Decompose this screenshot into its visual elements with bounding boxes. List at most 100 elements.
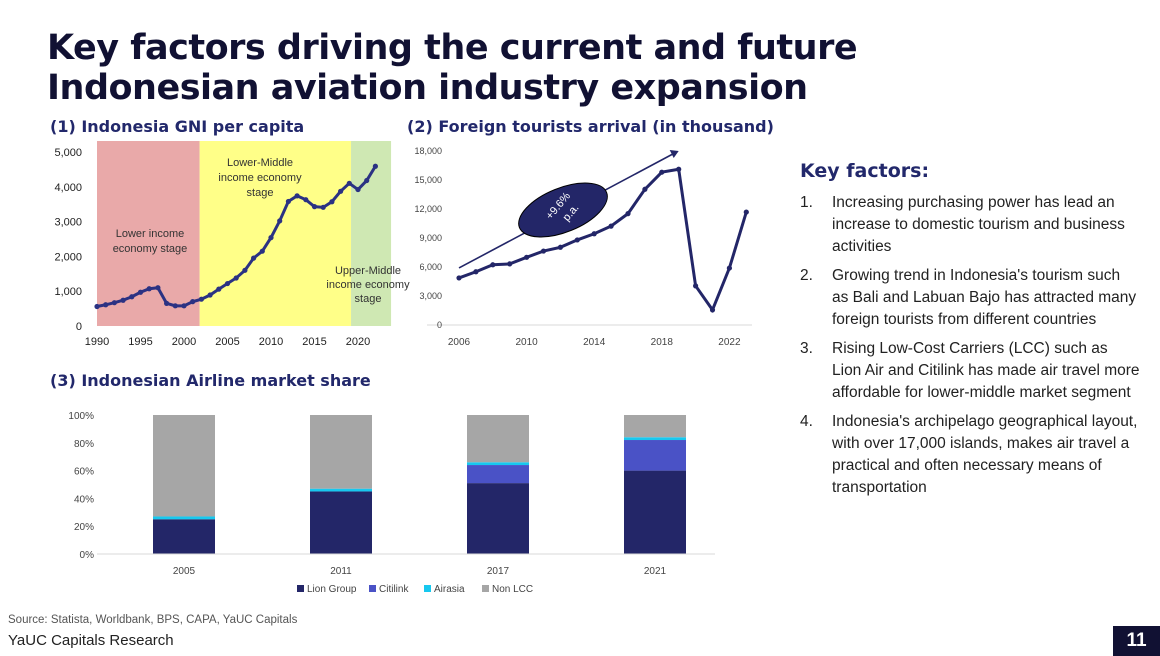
bar-segment-non-lcc [624, 415, 686, 438]
gni-point [155, 285, 161, 291]
band-label: Upper-Middle [335, 265, 401, 277]
bar-segment-citilink [624, 440, 686, 471]
gni-point [137, 289, 144, 295]
y-tick-label: 100% [68, 411, 94, 422]
bar-segment-non-lcc [467, 415, 529, 463]
x-tick-label: 2022 [718, 337, 741, 348]
gni-point [320, 204, 326, 210]
item-text: Growing trend in Indonesia's tourism suc… [832, 267, 1137, 328]
y-tick-label: 80% [74, 439, 94, 450]
x-tick-label: 2000 [172, 336, 196, 348]
y-tick-label: 15,000 [414, 175, 442, 185]
bar-segment-citilink [467, 465, 529, 484]
tourist-point [540, 248, 547, 254]
item-number: 3. [800, 340, 813, 357]
y-tick-label: 60% [74, 467, 94, 478]
bar-segment-airasia [467, 462, 529, 466]
stage-band [199, 141, 352, 326]
y-tick-label: 0 [437, 320, 442, 330]
key-factors-list: 1. Increasing purchasing power has lead a… [800, 192, 1140, 499]
item-text: Increasing purchasing power has lead an … [832, 194, 1125, 255]
legend-swatch [369, 585, 376, 592]
bar-segment-lion-group [310, 491, 372, 554]
y-tick-label: 9,000 [419, 233, 442, 243]
y-tick-label: 4,000 [54, 182, 82, 194]
item-number: 2. [800, 267, 813, 284]
gni-point [146, 286, 152, 292]
tourist-point [574, 237, 580, 243]
y-tick-label: 40% [74, 494, 94, 505]
gni-point [294, 193, 300, 199]
chart1-title: (1) Indonesia GNI per capita [50, 117, 305, 136]
gni-point [198, 296, 204, 302]
legend-swatch [424, 585, 431, 592]
y-tick-label: 0 [76, 321, 82, 333]
y-tick-label: 0% [80, 550, 95, 561]
tourist-point [642, 186, 648, 192]
x-tick-label: 1995 [128, 336, 152, 348]
gni-point [338, 188, 344, 194]
trend-arrowhead [669, 150, 679, 158]
bar-segment-lion-group [153, 519, 215, 554]
y-tick-label: 12,000 [414, 204, 442, 214]
gni-point [372, 163, 378, 169]
gni-point [268, 235, 274, 241]
tourist-point [709, 307, 716, 313]
x-tick-label: 2014 [583, 337, 606, 348]
band-label: Lower-Middle [227, 157, 293, 169]
x-tick-label: 2005 [215, 336, 239, 348]
gni-point [164, 300, 170, 306]
x-tick-label: 2010 [259, 336, 283, 348]
slide-title: Key factors driving the current and futu… [47, 28, 858, 108]
tourist-point [591, 231, 597, 237]
tourist-point [608, 223, 614, 229]
x-tick-label: 2021 [644, 566, 667, 577]
band-label: income economy [218, 172, 302, 184]
band-label: income economy [326, 279, 410, 291]
gni-point [329, 199, 335, 205]
bar-segment-non-lcc [153, 415, 215, 517]
gni-point [207, 292, 213, 298]
bar-segment-lion-group [467, 483, 529, 554]
item-number: 1. [800, 194, 813, 211]
y-tick-label: 3,000 [419, 291, 442, 301]
gni-point [303, 197, 309, 203]
tourist-point [693, 283, 699, 289]
gni-point [103, 302, 109, 308]
bar-segment-non-lcc [310, 415, 372, 489]
chart2-title: (2) Foreign tourists arrival (in thousan… [407, 117, 774, 136]
gni-point [94, 303, 100, 310]
gni-point [172, 303, 178, 309]
gni-point [120, 297, 126, 303]
key-factor-item: 3. Rising Low-Cost Carriers (LCC) such as… [800, 338, 1140, 404]
y-tick-label: 1,000 [54, 286, 82, 298]
y-tick-label: 18,000 [414, 146, 442, 156]
bar-segment-airasia [624, 437, 686, 441]
x-tick-label: 2011 [330, 566, 352, 577]
x-tick-label: 2005 [173, 566, 196, 577]
stage-band [97, 141, 200, 326]
tourist-point [473, 269, 479, 275]
x-tick-label: 2010 [515, 337, 538, 348]
tourist-line [458, 167, 748, 314]
gni-point [224, 280, 231, 287]
key-factor-item: 1. Increasing purchasing power has lead a… [800, 192, 1140, 258]
x-tick-label: 2006 [448, 337, 471, 348]
y-tick-label: 2,000 [54, 251, 82, 263]
key-factor-item: 2. Growing trend in Indonesia's tourism s… [800, 265, 1140, 331]
growth-badge [518, 182, 608, 238]
gni-point [216, 286, 222, 292]
gni-point [285, 198, 291, 205]
page-number: 11 [1113, 626, 1160, 656]
band-label: Lower income [116, 228, 184, 240]
y-tick-label: 6,000 [419, 262, 442, 272]
tourist-point [743, 209, 749, 215]
key-factors-panel: Key factors: 1. Increasing purchasing pow… [800, 160, 1140, 506]
item-number: 4. [800, 413, 813, 430]
tourist-point [524, 254, 530, 260]
legend-label: Citilink [379, 584, 409, 595]
x-tick-label: 2018 [651, 337, 674, 348]
x-tick-label: 2020 [346, 336, 370, 348]
